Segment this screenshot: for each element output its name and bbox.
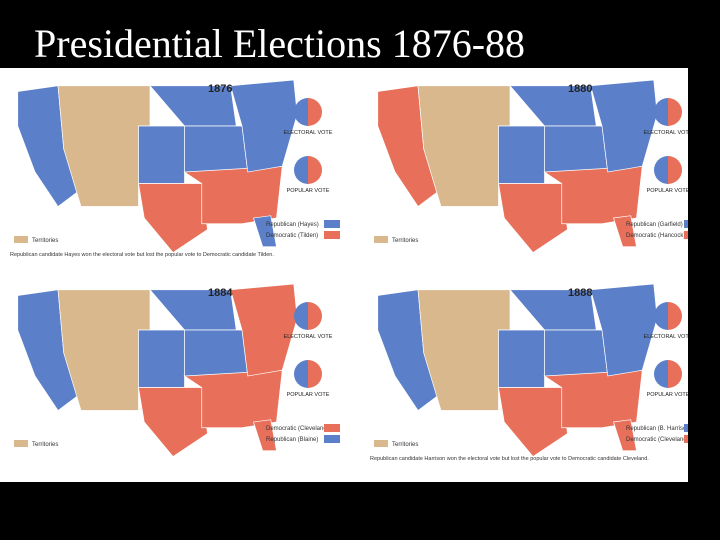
pie-label: ELECTORAL VOTE [644,334,688,340]
state-region [498,125,545,184]
state-region [544,125,609,173]
state-region [138,329,185,388]
state-region [138,387,208,457]
state-region [590,79,658,173]
state-region [253,419,277,452]
election-map: 1888 ELECTORAL VOTE POPULAR VOTE Territorie… [370,283,688,462]
us-map [17,79,298,253]
pie-label: ELECTORAL VOTE [284,334,333,340]
legend-label: Republican (Garfield) [626,222,683,228]
pie-slice [668,360,682,388]
legend-label: Territories [392,442,418,448]
state-region [613,419,637,452]
legend-swatch [684,435,688,443]
pie-slice [654,156,668,184]
pie-slice [668,98,682,126]
state-region [613,215,637,248]
election-map: 1876 ELECTORAL VOTE POPULAR VOTE Territorie… [10,79,340,258]
pie-slice [308,360,322,388]
pie-label: POPULAR VOTE [287,392,330,398]
state-region [184,329,249,377]
pie-slice [308,98,322,126]
pie-slice [668,156,682,184]
state-region [230,79,298,173]
state-region [590,283,658,377]
legend-label: Territories [32,442,58,448]
legend-swatch [14,236,28,243]
legend-label: Democratic (Hancock) [626,233,685,239]
pie-slice [654,302,668,330]
legend-label: Territories [32,238,58,244]
pie-slice [668,302,682,330]
pie-slice [294,360,308,388]
maps-panel: 1876 ELECTORAL VOTE POPULAR VOTE Territorie… [0,68,688,482]
legend-label: Republican (B. Harrison) [626,426,688,432]
pie-slice [294,98,308,126]
legend-label: Republican (Blaine) [266,437,318,443]
election-map: 1884 ELECTORAL VOTE POPULAR VOTE Territorie… [14,283,340,457]
map-year: 1884 [208,287,233,299]
pie-slice [308,302,322,330]
state-region [544,329,609,377]
legend-swatch [324,424,340,432]
pie-slice [654,98,668,126]
state-region [498,387,568,457]
map-year: 1880 [568,83,592,95]
pie-label: ELECTORAL VOTE [284,130,333,136]
state-region [138,125,185,184]
us-map [17,283,298,457]
pie-label: POPULAR VOTE [287,188,330,194]
state-region [498,183,568,253]
state-region [138,183,208,253]
legend-swatch [374,236,388,243]
pie-slice [294,156,308,184]
pie-slice [294,302,308,330]
legend-swatch [374,440,388,447]
legend-label: Territories [392,238,418,244]
map-year: 1876 [208,83,232,95]
legend-swatch [324,435,340,443]
legend-label: Republican (Hayes) [266,222,319,228]
legend-swatch [684,231,688,239]
legend-label: Democratic (Cleveland) [266,426,329,432]
us-map [377,79,658,253]
map-note: Republican candidate Harrison won the el… [370,456,649,462]
legend-swatch [14,440,28,447]
pie-label: ELECTORAL VOTE [644,130,688,136]
state-region [253,215,277,248]
slide-title: Presidential Elections 1876-88 [34,21,526,66]
us-map [377,283,658,457]
legend-swatch [684,220,688,228]
election-map: 1880 ELECTORAL VOTE POPULAR VOTE Territorie… [374,79,688,253]
pie-label: POPULAR VOTE [647,188,688,194]
legend-swatch [684,424,688,432]
map-note: Republican candidate Hayes won the elect… [10,252,274,258]
state-region [184,125,249,173]
pie-slice [308,156,322,184]
pie-slice [654,360,668,388]
state-region [498,329,545,388]
state-region [230,283,298,377]
legend-swatch [324,231,340,239]
legend-label: Democratic (Cleveland) [626,437,688,443]
pie-label: POPULAR VOTE [647,392,688,398]
legend-label: Democratic (Tilden) [266,233,318,239]
map-year: 1888 [568,287,592,299]
legend-swatch [324,220,340,228]
